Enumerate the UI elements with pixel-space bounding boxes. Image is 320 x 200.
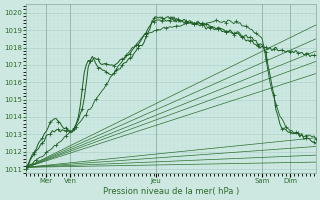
X-axis label: Pression niveau de la mer( hPa ): Pression niveau de la mer( hPa ) — [103, 187, 239, 196]
